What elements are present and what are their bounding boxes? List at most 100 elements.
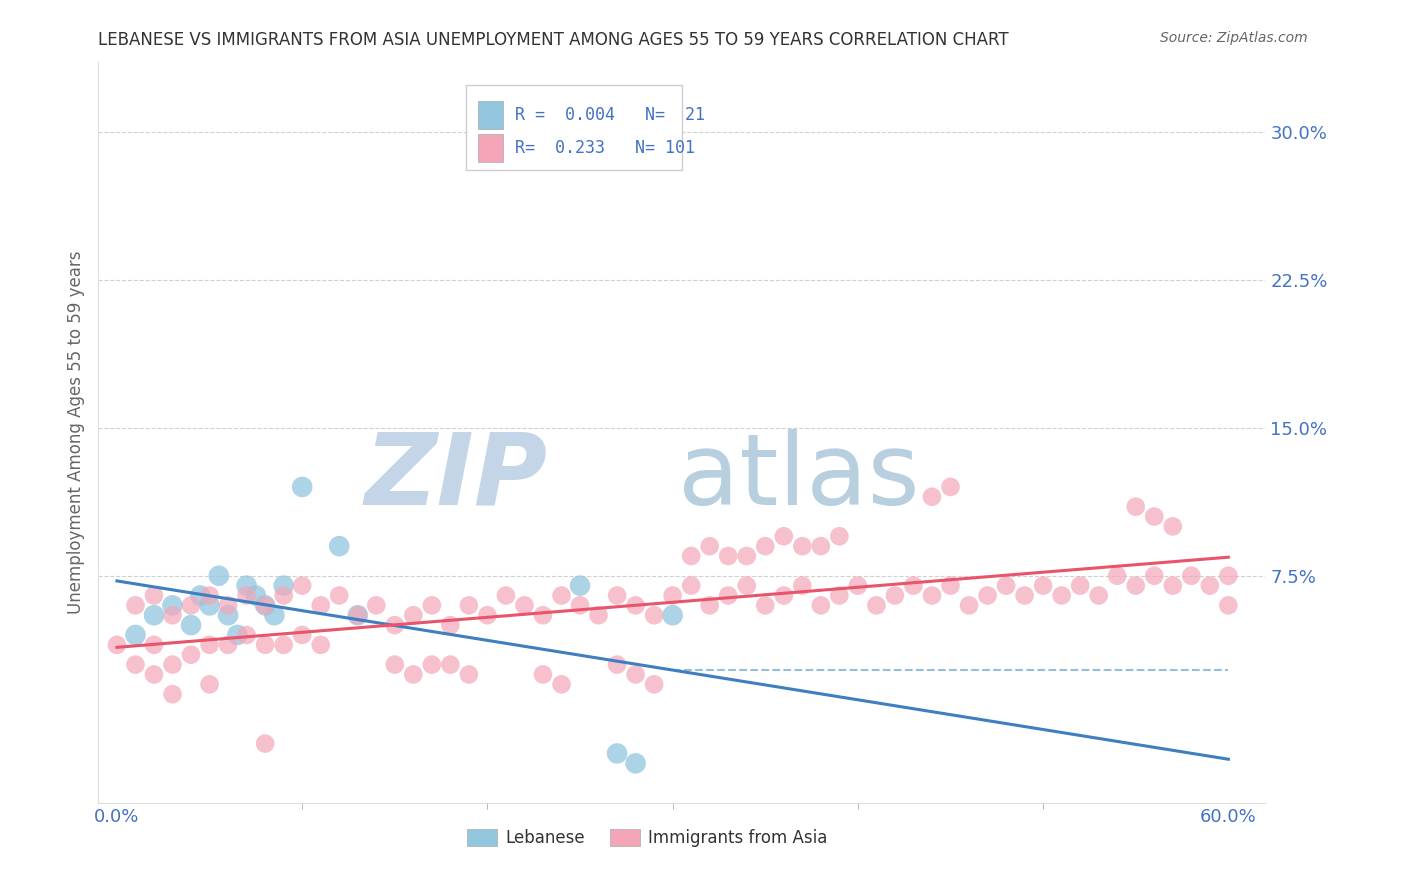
Point — [661, 589, 683, 603]
Text: LEBANESE VS IMMIGRANTS FROM ASIA UNEMPLOYMENT AMONG AGES 55 TO 59 YEARS CORRELAT: LEBANESE VS IMMIGRANTS FROM ASIA UNEMPLO… — [98, 31, 1010, 49]
Point — [513, 599, 536, 613]
FancyBboxPatch shape — [478, 101, 503, 129]
Point — [254, 599, 277, 613]
Point — [309, 599, 332, 613]
Point — [328, 539, 350, 553]
Point — [384, 618, 406, 632]
Point — [643, 677, 665, 691]
Point — [235, 589, 257, 603]
Point — [1161, 519, 1184, 533]
Point — [810, 599, 832, 613]
Point — [828, 589, 851, 603]
Point — [939, 480, 962, 494]
Point — [624, 756, 647, 771]
Point — [263, 608, 285, 623]
Point — [531, 608, 554, 623]
Point — [1050, 589, 1073, 603]
Point — [903, 579, 925, 593]
Point — [457, 667, 479, 681]
Point — [1143, 568, 1166, 582]
Point — [624, 667, 647, 681]
Point — [995, 579, 1018, 593]
Point — [180, 648, 202, 662]
Text: R =  0.004   N=  21: R = 0.004 N= 21 — [515, 106, 704, 124]
Point — [198, 589, 221, 603]
Text: ZIP: ZIP — [364, 428, 548, 525]
Point — [957, 599, 980, 613]
Point — [1125, 500, 1147, 514]
Point — [162, 687, 184, 701]
Point — [273, 638, 295, 652]
Point — [681, 579, 703, 593]
Point — [1032, 579, 1054, 593]
Point — [143, 667, 166, 681]
Point — [143, 608, 166, 623]
Point — [457, 599, 479, 613]
Point — [124, 628, 146, 642]
Point — [1125, 579, 1147, 593]
Point — [208, 568, 231, 582]
Y-axis label: Unemployment Among Ages 55 to 59 years: Unemployment Among Ages 55 to 59 years — [66, 251, 84, 615]
Point — [143, 638, 166, 652]
Point — [661, 608, 683, 623]
Point — [921, 490, 943, 504]
Point — [273, 579, 295, 593]
Point — [198, 638, 221, 652]
Text: R=  0.233   N= 101: R= 0.233 N= 101 — [515, 139, 695, 157]
Point — [124, 599, 146, 613]
Point — [254, 737, 277, 751]
Point — [420, 657, 443, 672]
Point — [976, 589, 998, 603]
Legend: Lebanese, Immigrants from Asia: Lebanese, Immigrants from Asia — [460, 822, 834, 854]
Point — [245, 589, 267, 603]
Point — [477, 608, 499, 623]
Point — [735, 579, 758, 593]
Point — [792, 539, 814, 553]
Point — [495, 589, 517, 603]
Point — [346, 608, 368, 623]
Point — [921, 589, 943, 603]
Point — [188, 589, 211, 603]
Point — [291, 628, 314, 642]
Point — [1014, 589, 1036, 603]
Point — [384, 657, 406, 672]
Point — [754, 539, 776, 553]
Point — [402, 608, 425, 623]
Point — [254, 638, 277, 652]
Point — [569, 599, 592, 613]
Point — [291, 579, 314, 593]
Point — [624, 599, 647, 613]
Point — [681, 549, 703, 563]
Point — [402, 667, 425, 681]
Point — [420, 599, 443, 613]
Point — [1143, 509, 1166, 524]
FancyBboxPatch shape — [465, 85, 682, 169]
Point — [588, 608, 610, 623]
Point — [217, 608, 239, 623]
Point — [346, 608, 368, 623]
Point — [254, 599, 277, 613]
Point — [180, 599, 202, 613]
Point — [235, 579, 257, 593]
Point — [198, 677, 221, 691]
Point — [550, 677, 572, 691]
Point — [606, 589, 628, 603]
FancyBboxPatch shape — [478, 135, 503, 162]
Point — [884, 589, 907, 603]
Point — [162, 599, 184, 613]
Point — [226, 628, 249, 642]
Point — [235, 628, 257, 642]
Point — [699, 599, 721, 613]
Point — [606, 747, 628, 761]
Point — [1218, 568, 1240, 582]
Point — [273, 589, 295, 603]
Point — [217, 638, 239, 652]
Point — [735, 549, 758, 563]
Point — [162, 657, 184, 672]
Point — [180, 618, 202, 632]
Point — [643, 608, 665, 623]
Point — [1198, 579, 1220, 593]
Point — [439, 657, 461, 672]
Point — [366, 599, 388, 613]
Point — [1069, 579, 1091, 593]
